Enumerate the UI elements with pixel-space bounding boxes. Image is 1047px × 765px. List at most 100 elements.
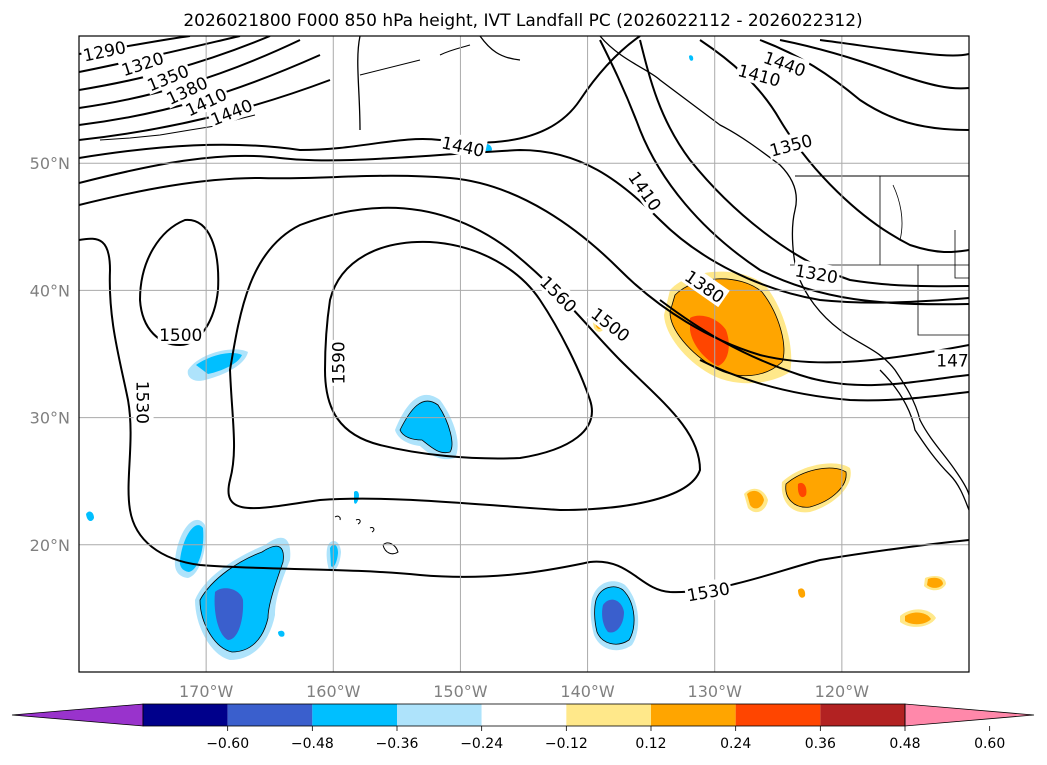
- contour-1410-east: [599, 39, 969, 306]
- ivt-negative-region: [689, 55, 694, 61]
- contour-label-bg: [161, 71, 212, 109]
- ivt-outline: [669, 278, 785, 377]
- ivt-negative-region: [86, 511, 94, 522]
- map-frame: [78, 35, 970, 673]
- ivt-outline: [399, 400, 453, 454]
- contour-label-group: 1590: [327, 339, 349, 386]
- height-contours: [79, 36, 969, 594]
- contour-label-bg: [438, 131, 488, 161]
- contour-label-bg: [180, 82, 231, 121]
- ivt-negative-region: [278, 630, 285, 637]
- x-tick-label: 150°W: [433, 682, 488, 701]
- contour-label: 1530: [132, 381, 152, 424]
- contour-1470: [79, 148, 969, 304]
- contour-label-group: 147: [934, 349, 969, 371]
- colorbar-box: [143, 704, 228, 726]
- colorbar-box: [481, 704, 567, 726]
- ivt-negative-region: [602, 599, 624, 633]
- contour-label-bg: [792, 259, 841, 287]
- contour-label-group: 1500: [157, 323, 204, 346]
- ivt-negative-region: [400, 401, 452, 453]
- ivt-negative-region: [196, 353, 242, 374]
- x-tick-label: 130°W: [688, 682, 743, 701]
- contour-label-bg: [765, 128, 816, 161]
- contour-label-bg: [79, 36, 129, 65]
- ivt-outline: [199, 545, 284, 653]
- colorbar: −0.60 −0.48 −0.36 −0.24 −0.12 0.12 0.24 0.36 0.4…: [11, 703, 1035, 752]
- colorbar-extend-high: [904, 703, 1035, 727]
- colorbar-box: [227, 704, 313, 726]
- ivt-positive-region: [797, 482, 807, 498]
- contour-label-bg: [535, 270, 583, 317]
- colorbar-box: [312, 704, 397, 726]
- colorbar-tick-label: −0.60: [206, 736, 249, 752]
- ivt-positive-region: [670, 278, 784, 376]
- ivt-positive-region: [785, 467, 847, 508]
- colorbar-frame: [142, 703, 906, 727]
- contour-label-bg: [157, 323, 204, 344]
- ivt-negative-region: [179, 525, 204, 572]
- contour-1440-west: [79, 79, 331, 141]
- colorbar-tick-label: −0.48: [291, 736, 334, 752]
- y-tick-label: 40°N: [30, 281, 70, 300]
- colorbar-box: [735, 704, 821, 726]
- colorbar-box: [397, 704, 482, 726]
- hawaii-islands: [334, 515, 399, 555]
- ivt-positive-region: [927, 577, 943, 588]
- x-tick-label: 160°W: [306, 682, 361, 701]
- x-tick-label: 140°W: [560, 682, 615, 701]
- contour-1470-east: [659, 299, 969, 387]
- contour-label-group: 1530: [132, 379, 154, 426]
- colorbar-tick-label: 0.12: [635, 736, 666, 752]
- contour-1530-main: [79, 237, 969, 594]
- x-tick-label: 170°W: [179, 682, 234, 701]
- contour-label-bg: [142, 59, 193, 95]
- contour-1320-east: [759, 39, 969, 131]
- ivt-negative-region: [214, 588, 244, 640]
- colorbar-tick-label: −0.36: [376, 736, 419, 752]
- y-tick-label: 50°N: [30, 154, 70, 173]
- colorbar-tick-label: −0.12: [545, 736, 588, 752]
- ivt-negative-region: [354, 491, 359, 504]
- contour-1410-ne: [819, 39, 969, 57]
- axis-labels: 170°W 160°W 150°W 140°W 130°W 120°W 50°N 40°N 30…: [30, 154, 870, 701]
- contour-1440-ne: [779, 39, 969, 90]
- alaska-coast: [357, 36, 521, 131]
- contour-label: 147: [936, 351, 968, 371]
- contour-label-group: 1290: [79, 36, 129, 67]
- contour-label-bg: [759, 45, 811, 81]
- contour-label: 1500: [159, 326, 202, 346]
- ivt-negative-region: [330, 544, 338, 567]
- ivt-positive-region: [747, 490, 764, 509]
- contour-label-bg: [327, 339, 348, 386]
- contour-label-bg: [734, 58, 785, 91]
- chart-title: 2026021800 F000 850 hPa height, IVT Land…: [183, 11, 862, 31]
- contour-label-bg: [934, 349, 969, 370]
- contour-label-bg: [133, 379, 154, 426]
- colorbar-tick-label: 0.24: [720, 736, 751, 752]
- contour-label: 1590: [329, 341, 349, 384]
- colorbar-tick-label: 0.36: [805, 736, 836, 752]
- contour-1560: [227, 206, 702, 512]
- colorbar-tick-label: 0.48: [889, 736, 920, 752]
- colorbar-extend-low: [11, 703, 144, 727]
- ivt-outline: [594, 586, 635, 645]
- contour-label-bg: [680, 264, 730, 308]
- contour-label-bg: [117, 46, 168, 80]
- y-tick-label: 30°N: [30, 409, 70, 428]
- y-tick-label: 20°N: [30, 536, 70, 555]
- ivt-positive-region: [798, 588, 806, 598]
- ivt-outline: [785, 467, 847, 508]
- colorbar-box: [651, 704, 736, 726]
- colorbar-box: [820, 704, 905, 726]
- contour-label-bg: [683, 577, 733, 605]
- contour-1500-main: [79, 174, 969, 364]
- ivt-outlines: [199, 278, 847, 653]
- map-area: 1290132013501380141014401440141013801560…: [79, 36, 969, 672]
- baja-coast: [879, 369, 969, 511]
- contour-1500-east: [699, 359, 969, 402]
- ivt-positive-region: [905, 612, 931, 625]
- contour-1380-east: [639, 39, 969, 288]
- contour-label-bg: [624, 166, 667, 216]
